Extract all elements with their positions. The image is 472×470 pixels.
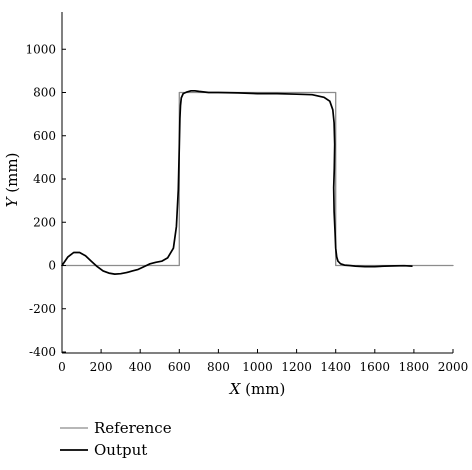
legend: Reference Output <box>60 419 172 459</box>
x-tick-label: 1800 <box>399 360 430 374</box>
y-tick-label: 1000 <box>25 42 56 56</box>
x-tick-label: 600 <box>168 360 191 374</box>
y-tick-label: 200 <box>33 215 56 229</box>
y-tick-label: -400 <box>29 345 56 359</box>
x-tick-label: 1400 <box>320 360 351 374</box>
x-tick-label: 2000 <box>438 360 469 374</box>
output-series <box>61 89 413 275</box>
y-tick-label: 600 <box>33 129 56 143</box>
y-tick-label: 800 <box>33 86 56 100</box>
x-tick-label: 400 <box>129 360 152 374</box>
reference-series <box>61 91 454 267</box>
y-axis-title: Y (mm) <box>3 153 21 208</box>
x-tick-label: 1000 <box>242 360 273 374</box>
x-axis-title: X (mm) <box>229 380 286 398</box>
x-axis-ticks: 0 200 400 600 800 1000 1200 1400 1600 1800 2000 <box>58 349 468 374</box>
x-tick-label: 1600 <box>360 360 391 374</box>
legend-label-reference: Reference <box>94 419 172 437</box>
x-tick-label: 800 <box>207 360 230 374</box>
series-line-output <box>61 89 413 275</box>
y-axis-ticks: -400 -200 0 200 400 600 800 1000 <box>25 42 66 359</box>
y-tick-label: 400 <box>33 172 56 186</box>
y-tick-label: -200 <box>29 302 56 316</box>
legend-label-output: Output <box>94 441 147 459</box>
series-line-reference <box>61 91 454 267</box>
x-tick-label: 1200 <box>281 360 312 374</box>
x-tick-label: 200 <box>90 360 113 374</box>
y-tick-label: 0 <box>48 259 56 273</box>
x-tick-label: 0 <box>58 360 66 374</box>
